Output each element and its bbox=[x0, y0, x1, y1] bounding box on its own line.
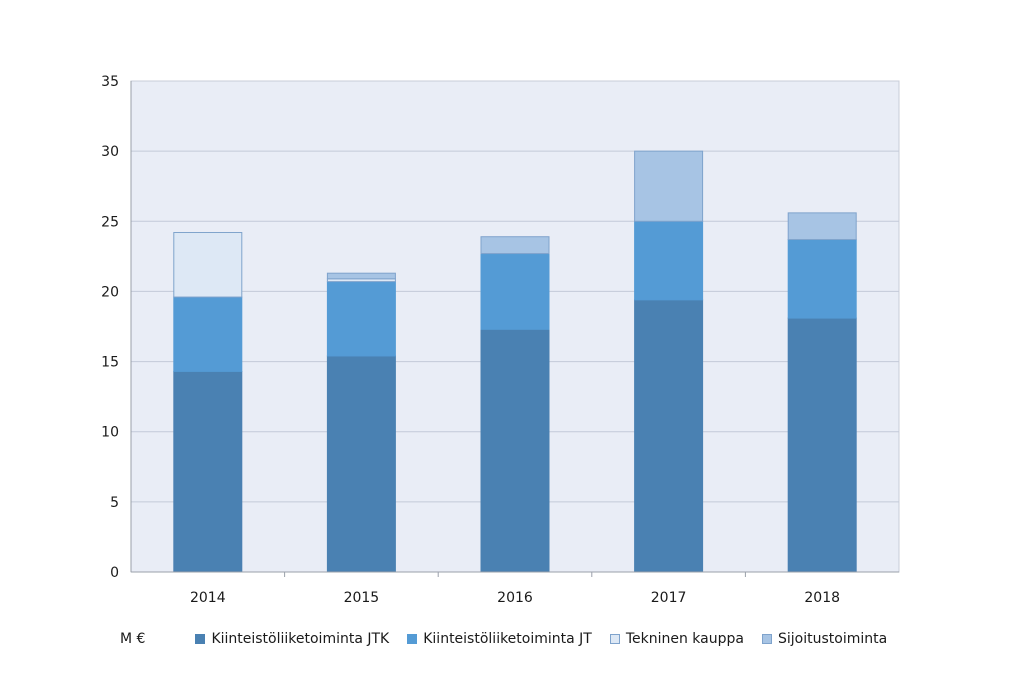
x-tick-labels: 2014 2015 2016 2017 2018 bbox=[190, 590, 840, 606]
bar-segment bbox=[173, 296, 243, 372]
y-tick-labels: 0 5 10 15 20 25 30 35 bbox=[101, 74, 119, 581]
x-tick-label: 2016 bbox=[497, 590, 533, 606]
legend-swatch bbox=[195, 634, 206, 644]
legend-item: Kiinteistöliiketoiminta JTK bbox=[195, 631, 389, 647]
bar-segment bbox=[326, 281, 396, 357]
x-tick-label: 2015 bbox=[344, 590, 380, 606]
y-tick-label: 15 bbox=[101, 355, 119, 371]
y-tick-label: 30 bbox=[101, 144, 119, 160]
y-tick-label: 20 bbox=[101, 284, 119, 300]
bar-segment bbox=[173, 370, 243, 573]
legend-label: Kiinteistöliiketoiminta JTK bbox=[211, 631, 390, 647]
gridlines bbox=[131, 150, 899, 503]
legend-swatch bbox=[407, 634, 418, 644]
y-tick-label: 10 bbox=[101, 425, 119, 441]
y-tick-label: 0 bbox=[110, 565, 119, 581]
bar-segment bbox=[787, 212, 857, 241]
bar-segment bbox=[634, 220, 704, 301]
bar-segment bbox=[787, 317, 857, 573]
bar-segment bbox=[634, 299, 704, 573]
bar-segment bbox=[787, 239, 857, 319]
x-tick-label: 2018 bbox=[804, 590, 840, 606]
axes bbox=[130, 81, 899, 577]
bar-segment bbox=[480, 328, 550, 573]
legend-items: Kiinteistöliiketoiminta JTK Kiinteistölii… bbox=[195, 631, 905, 647]
bar-segment bbox=[326, 272, 396, 280]
chart: 0 5 10 15 20 25 30 35 2014 2015 2016 2017 2018 bbox=[101, 74, 900, 606]
bar-segment bbox=[480, 253, 550, 330]
legend-label: Tekninen kauppa bbox=[625, 631, 744, 647]
bar-segment bbox=[480, 236, 550, 255]
bar-segment bbox=[634, 150, 704, 222]
x-tick-label: 2014 bbox=[190, 590, 226, 606]
legend-item: Kiinteistöliiketoiminta JT bbox=[407, 631, 592, 647]
legend: M € Kiinteistöliiketoiminta JTK Kiinteist… bbox=[120, 626, 905, 652]
legend-label: Kiinteistöliiketoiminta JT bbox=[423, 631, 592, 647]
bar-segment bbox=[326, 355, 396, 573]
y-tick-label: 25 bbox=[101, 214, 119, 230]
legend-item: Sijoitustoiminta bbox=[761, 631, 888, 647]
y-tick-label: 5 bbox=[110, 495, 119, 511]
x-tick-label: 2017 bbox=[651, 590, 687, 606]
y-tick-label: 35 bbox=[101, 74, 119, 90]
legend-swatch bbox=[609, 634, 620, 644]
legend-item: Tekninen kauppa bbox=[609, 631, 744, 647]
bar-segment bbox=[173, 232, 243, 298]
legend-swatch bbox=[761, 634, 772, 644]
unit-label: M € bbox=[120, 631, 146, 647]
bars bbox=[173, 150, 857, 573]
legend-label: Sijoitustoiminta bbox=[777, 631, 888, 647]
